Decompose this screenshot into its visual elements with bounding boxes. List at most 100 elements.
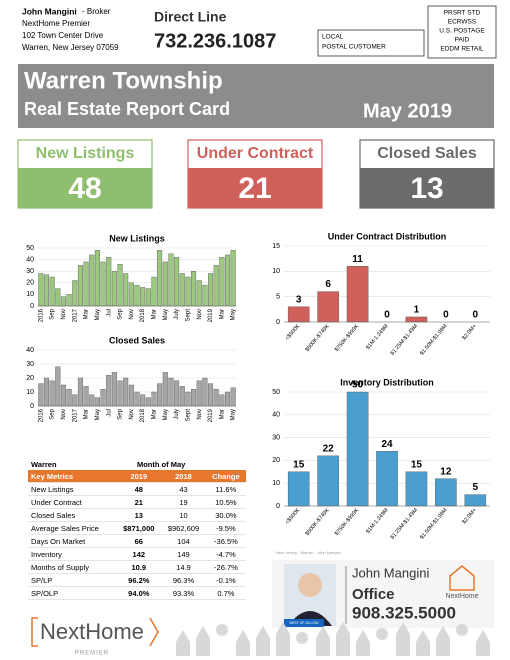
postage-line: U.S. POSTAGE [439, 28, 485, 35]
cell: $962,609 [161, 521, 206, 535]
x-tick-label: 2016 [38, 308, 44, 322]
y-tick-label: 30 [26, 268, 34, 275]
postage-line: EDDM RETAIL [440, 46, 484, 53]
cell: 149 [161, 547, 206, 561]
brand: NextHome [445, 593, 478, 600]
house [316, 626, 330, 656]
banner [18, 64, 494, 128]
x-tick-label: $1.25M-$1.49M [390, 323, 420, 357]
bar [346, 391, 369, 507]
bar [77, 265, 83, 307]
table-row: SP/OLP 94.0% 93.3% 0.7% [28, 586, 246, 600]
bar [208, 383, 214, 407]
bar [168, 253, 174, 307]
bar [196, 380, 202, 407]
table-row: Under Contract 21 19 10.5% [28, 495, 246, 509]
bar [145, 397, 151, 407]
bar [376, 451, 398, 507]
table-row: New Listings 48 43 11.6% [28, 482, 246, 496]
x-tick-label: Mar [219, 309, 225, 319]
office-phone: 908.325.5000 [352, 603, 456, 622]
bar [224, 391, 231, 407]
bar [128, 384, 134, 407]
address: Warren, New Jersey 07059 [22, 43, 119, 52]
x-tick-label: Nov [129, 409, 135, 420]
office-label: Office [352, 586, 395, 603]
blank [206, 458, 246, 470]
x-tick-label: $1M-1.249M [365, 323, 390, 351]
x-tick-label: May [231, 309, 237, 320]
y-tick-label: 40 [272, 412, 280, 419]
bar [224, 254, 231, 307]
tree [376, 628, 388, 640]
house [436, 626, 450, 656]
bar [405, 316, 428, 323]
cell: -36.5% [205, 534, 246, 548]
house [356, 630, 370, 656]
cell: 96.2% [116, 573, 162, 587]
mail-to: LOCAL [322, 34, 344, 41]
x-tick-label: May [95, 309, 101, 320]
table-head: Warren Month of May [28, 458, 246, 470]
metrics-table: Warren Month of May Key Metrics 2019 2018 Cha… [28, 458, 246, 600]
banner-subtitle: Real Estate Report Card [24, 99, 230, 119]
house [396, 622, 410, 656]
bar [219, 257, 225, 307]
table-row: Average Sales Price $871,000 $962,609 -9.5% [28, 521, 246, 535]
cell: 10.9 [116, 560, 162, 574]
bar [208, 273, 214, 307]
data-label: 22 [323, 443, 335, 454]
x-tick-label: $2.0M+ [461, 323, 477, 341]
brand-icon [449, 565, 475, 591]
y-tick-label: 10 [26, 291, 34, 298]
bar [49, 276, 55, 307]
bar [55, 288, 61, 307]
data-label: 24 [381, 439, 393, 450]
bar [202, 377, 208, 407]
agent-name: John Mangini [352, 565, 429, 580]
y-tick-label: 50 [272, 389, 280, 396]
bar [60, 384, 66, 407]
bar [191, 389, 197, 407]
photo-head [298, 573, 322, 597]
cell: 14.9 [161, 560, 206, 574]
cell: 0.7% [205, 586, 246, 600]
tree [296, 632, 308, 644]
postage-line: PRSRT STD [444, 10, 481, 17]
x-tick-label: Sept [185, 309, 191, 322]
cell: 30.0% [205, 508, 246, 522]
bar [55, 366, 61, 407]
table-row: Months of Supply 10.9 14.9 -26.7% [28, 560, 246, 574]
x-tick-label: 2017 [72, 408, 78, 422]
banner-period: May 2019 [363, 100, 452, 122]
logo-bracket [31, 617, 38, 647]
stats: New Listings 48 Under Contract 21 Closed Sal… [17, 139, 495, 209]
bar [77, 377, 83, 407]
data-label: 15 [293, 459, 305, 470]
house [476, 630, 490, 656]
postage-line: PAID [455, 37, 470, 44]
houses [176, 622, 490, 656]
cell: 19 [161, 495, 206, 509]
x-tick-label: $750K-$999K [334, 323, 360, 353]
bar [174, 257, 180, 307]
cell: Days On Market [28, 534, 117, 548]
y-tick-label: 20 [26, 375, 34, 382]
bar [435, 478, 457, 507]
x-tick-label: <$500K [284, 507, 301, 526]
address: 102 Town Center Drive [22, 31, 104, 40]
x-tick-label: Nov [129, 309, 135, 320]
bar [100, 261, 106, 307]
x-tick-label: $500K-$749K [305, 507, 331, 537]
data-label: 15 [411, 459, 423, 470]
bar [111, 271, 117, 307]
chart-title: Inventory Distribution [340, 377, 434, 387]
column-header: Key Metrics 2019 2018 Change [28, 470, 246, 483]
chart-title: Under Contract Distribution [328, 231, 447, 241]
data-label: 0 [443, 310, 449, 321]
x-tick-label: Nov [197, 309, 203, 320]
bar [230, 250, 236, 307]
bar [140, 394, 146, 407]
direct-line: 732.236.1087 [154, 30, 276, 52]
